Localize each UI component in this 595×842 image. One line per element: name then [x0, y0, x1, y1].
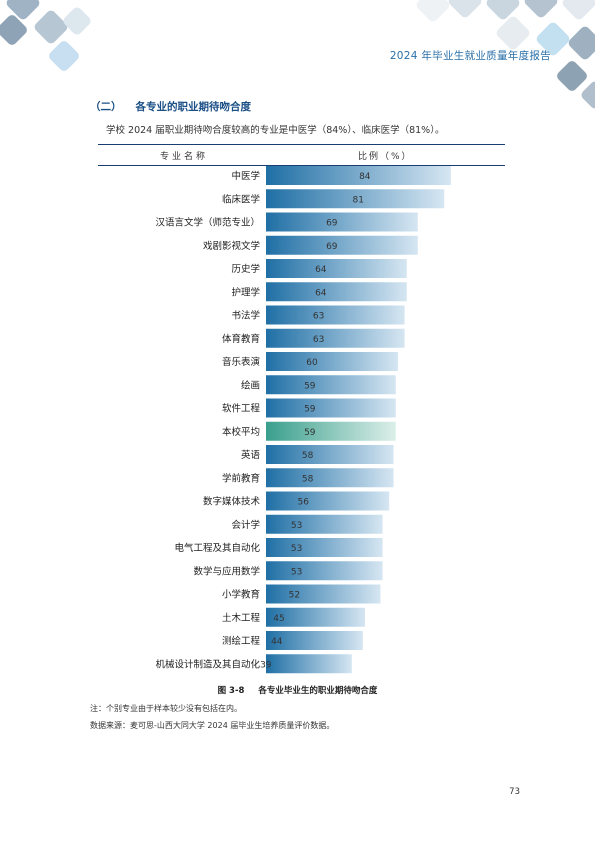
- category-label: 临床医学: [222, 193, 260, 205]
- category-label: 数学与应用数学: [193, 565, 260, 577]
- bar: [266, 584, 381, 604]
- bar: [266, 631, 363, 650]
- header-title: 2024 年毕业生就业质量年度报告: [389, 50, 551, 62]
- figure-number: 图 3-8: [217, 686, 245, 696]
- value-label: 63: [313, 312, 324, 322]
- value-label: 60: [306, 358, 318, 368]
- value-label: 58: [302, 451, 314, 461]
- category-label: 中医学: [231, 170, 260, 182]
- bar: [266, 538, 383, 557]
- bar: [266, 398, 396, 418]
- bar: [266, 561, 383, 581]
- category-label: 本校平均: [222, 426, 260, 438]
- note-sample: 注：个别专业由于样本较少没有包括在内。: [90, 704, 242, 713]
- bar-chart: 中医学 84 临床医学 81 汉语言文学（师范专业） 69 戏剧影视文学 69 历史学 64 护理学…: [155, 166, 451, 674]
- category-label: 土木工程: [222, 612, 261, 624]
- bar: [266, 189, 445, 209]
- value-label: 64: [315, 288, 327, 298]
- column-header-ratio: 比例（%）: [358, 152, 413, 162]
- bar: [266, 328, 405, 348]
- category-label: 音乐表演: [222, 356, 260, 368]
- value-label: 56: [297, 498, 309, 508]
- bar: [266, 212, 418, 232]
- category-label: 戏剧影视文学: [203, 240, 260, 252]
- bar: [266, 352, 398, 371]
- value-label: 81: [352, 195, 363, 205]
- value-label: 69: [326, 242, 338, 252]
- bar: [266, 514, 383, 534]
- section-number: （二）: [90, 101, 122, 113]
- bar: [266, 282, 407, 302]
- bar: [266, 491, 390, 511]
- category-label: 数字媒体技术: [203, 496, 261, 508]
- column-header-major: 专业名称: [160, 152, 209, 162]
- category-label: 测绘工程: [222, 635, 261, 647]
- bar: [266, 445, 394, 464]
- section-title: （二） 各专业的职业期待吻合度: [90, 99, 251, 114]
- note-source: 数据来源：麦可思-山西大同大学 2024 届毕业生培养质量评价数据。: [90, 721, 335, 730]
- bar: [266, 235, 418, 255]
- value-label: 58: [302, 474, 314, 484]
- value-label: 63: [313, 335, 324, 345]
- value-label: 53: [291, 521, 302, 531]
- category-label: 会计学: [231, 519, 260, 531]
- category-label: 护理学: [231, 286, 260, 298]
- value-label: 44: [271, 637, 283, 647]
- bar: [266, 607, 365, 627]
- page-number: 73: [509, 787, 520, 797]
- figure-title: 各专业毕业生的职业期待吻合度: [258, 686, 378, 696]
- table-header: 专业名称 比例（%）: [98, 144, 505, 166]
- category-label: 汉语言文学（师范专业）: [155, 217, 260, 229]
- value-label: 53: [291, 567, 302, 577]
- category-label: 软件工程: [222, 403, 261, 415]
- value-label: 69: [326, 219, 338, 229]
- section-heading: 各专业的职业期待吻合度: [135, 101, 252, 113]
- bar: [266, 166, 451, 185]
- bar: [266, 259, 407, 278]
- category-label: 机械设计制造及其自动化: [155, 658, 260, 670]
- bar: [266, 468, 394, 488]
- bar: [266, 375, 396, 395]
- intro-text: 学校 2024 届职业期待吻合度较高的专业是中医学（84%）、临床医学（81%）…: [106, 125, 445, 136]
- category-label: 绘画: [241, 379, 260, 391]
- value-label: 53: [291, 544, 302, 554]
- value-label: 59: [304, 405, 316, 415]
- figure-caption: 图 3-8 各专业毕业生的职业期待吻合度: [0, 684, 595, 696]
- value-label: 39: [260, 660, 272, 670]
- value-label: 59: [304, 428, 316, 438]
- category-label: 小学教育: [222, 589, 260, 601]
- category-label: 学前教育: [222, 472, 260, 484]
- category-label: 英语: [241, 449, 261, 461]
- category-label: 书法学: [231, 310, 260, 322]
- bar: [266, 654, 352, 674]
- category-label: 电气工程及其自动化: [174, 542, 260, 554]
- bar: [266, 305, 405, 325]
- category-label: 历史学: [231, 263, 260, 275]
- value-label: 64: [315, 265, 327, 275]
- category-label: 体育教育: [222, 333, 260, 345]
- value-label: 59: [304, 381, 316, 391]
- value-label: 45: [273, 614, 284, 624]
- bar-highlight: [266, 421, 396, 441]
- value-label: 52: [289, 591, 300, 601]
- value-label: 84: [359, 172, 371, 182]
